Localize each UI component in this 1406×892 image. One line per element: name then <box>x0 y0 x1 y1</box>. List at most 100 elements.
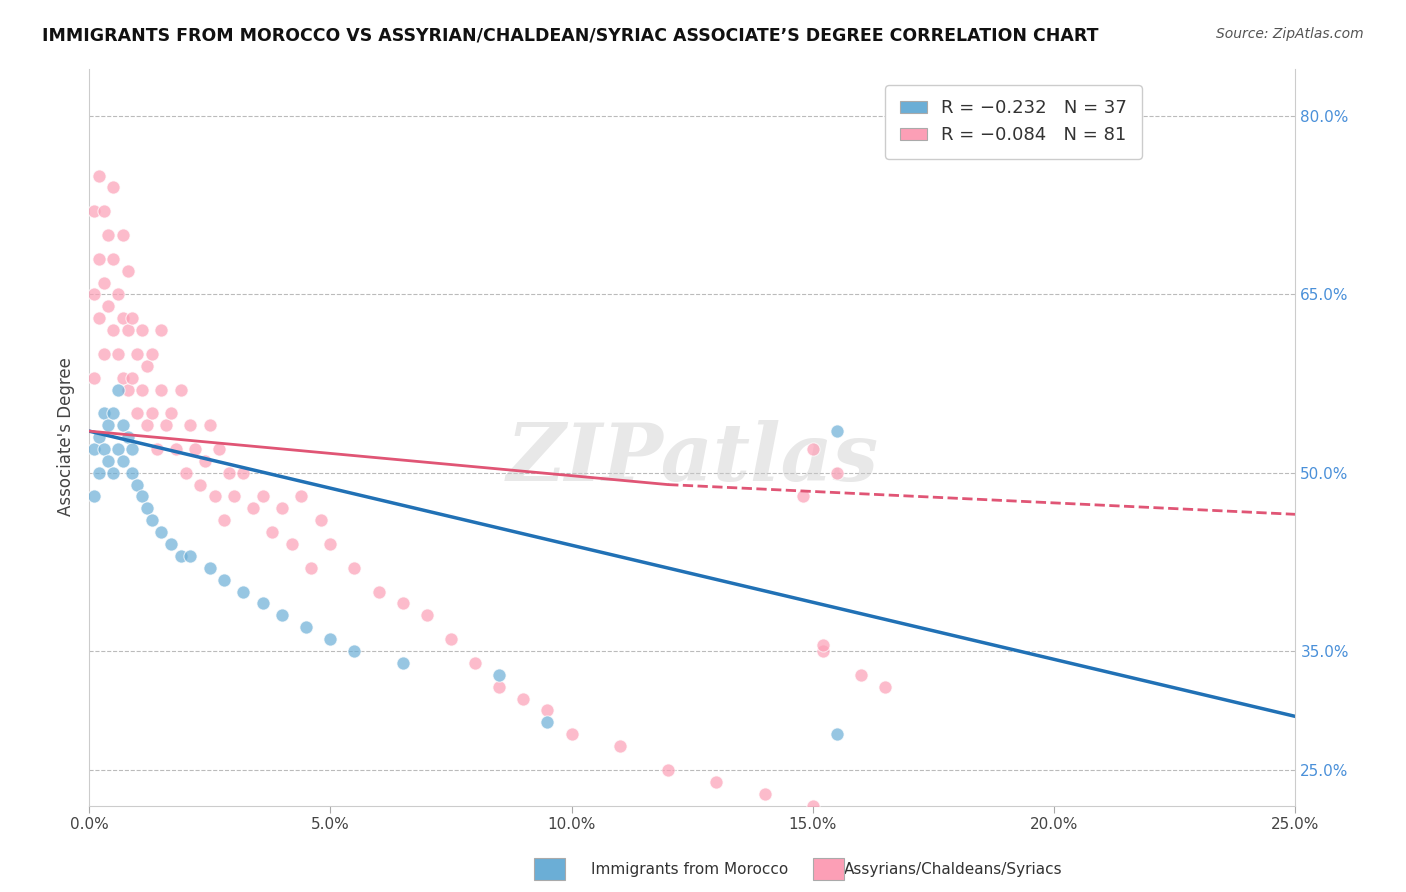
Point <box>319 537 342 551</box>
Point <box>117 430 139 444</box>
Point <box>107 347 129 361</box>
Point <box>290 490 312 504</box>
Point <box>103 252 125 266</box>
Point <box>107 383 129 397</box>
Point <box>280 537 302 551</box>
Point <box>188 477 211 491</box>
Point <box>87 466 110 480</box>
Point <box>174 466 197 480</box>
Point <box>103 466 125 480</box>
Point <box>83 370 105 384</box>
Point <box>155 418 177 433</box>
Point <box>141 347 163 361</box>
Point <box>121 466 143 480</box>
Point <box>83 204 105 219</box>
Point <box>218 466 240 480</box>
Point <box>103 323 125 337</box>
Point <box>208 442 231 456</box>
Point <box>97 299 120 313</box>
Point <box>295 620 318 634</box>
Point <box>416 608 439 623</box>
Point <box>309 513 332 527</box>
Point <box>83 287 105 301</box>
Point <box>609 739 631 753</box>
Point <box>87 169 110 183</box>
Point <box>232 466 254 480</box>
Point <box>145 442 167 456</box>
Point <box>179 418 201 433</box>
Point <box>825 727 848 741</box>
Point <box>179 549 201 563</box>
Point <box>83 490 105 504</box>
Point <box>271 608 294 623</box>
Point <box>184 442 207 456</box>
Point <box>825 466 848 480</box>
Point <box>194 454 217 468</box>
Point <box>97 227 120 242</box>
Point <box>165 442 187 456</box>
Point <box>811 638 834 652</box>
Point <box>150 383 173 397</box>
Point <box>170 383 193 397</box>
Point <box>160 537 183 551</box>
Point <box>107 442 129 456</box>
Point <box>121 311 143 326</box>
Point <box>391 656 413 670</box>
Point <box>252 597 274 611</box>
Point <box>242 501 264 516</box>
Point <box>204 490 226 504</box>
Point <box>150 525 173 540</box>
Point <box>512 691 534 706</box>
Point <box>198 418 221 433</box>
Point <box>811 644 834 658</box>
Text: Source: ZipAtlas.com: Source: ZipAtlas.com <box>1216 27 1364 41</box>
Text: Assyrians/Chaldeans/Syriacs: Assyrians/Chaldeans/Syriacs <box>844 863 1062 877</box>
Point <box>117 263 139 277</box>
Point <box>103 180 125 194</box>
Point <box>464 656 486 670</box>
Point <box>198 561 221 575</box>
Point <box>801 442 824 456</box>
Point <box>117 383 139 397</box>
Point <box>343 644 366 658</box>
Point <box>107 287 129 301</box>
Point <box>488 680 510 694</box>
Point <box>87 430 110 444</box>
Point <box>93 442 115 456</box>
Point <box>111 418 134 433</box>
Point <box>136 359 159 373</box>
Point <box>561 727 583 741</box>
Point <box>131 323 153 337</box>
Text: IMMIGRANTS FROM MOROCCO VS ASSYRIAN/CHALDEAN/SYRIAC ASSOCIATE’S DEGREE CORRELATI: IMMIGRANTS FROM MOROCCO VS ASSYRIAN/CHAL… <box>42 27 1098 45</box>
Point <box>127 477 149 491</box>
Point <box>141 513 163 527</box>
Point <box>121 370 143 384</box>
Point <box>111 454 134 468</box>
Point <box>111 370 134 384</box>
Point <box>127 406 149 420</box>
Point <box>252 490 274 504</box>
Point <box>825 424 848 438</box>
Point <box>536 715 558 730</box>
Point <box>160 406 183 420</box>
Point <box>367 584 389 599</box>
Point <box>131 383 153 397</box>
Point <box>93 204 115 219</box>
Point <box>93 276 115 290</box>
Point <box>222 490 245 504</box>
Point <box>97 454 120 468</box>
Point <box>127 347 149 361</box>
Point <box>657 763 679 777</box>
Point <box>121 442 143 456</box>
Point <box>391 597 413 611</box>
Point <box>299 561 322 575</box>
Text: Immigrants from Morocco: Immigrants from Morocco <box>591 863 787 877</box>
Point <box>136 418 159 433</box>
Point <box>754 787 776 801</box>
Y-axis label: Associate's Degree: Associate's Degree <box>58 358 75 516</box>
Point <box>488 668 510 682</box>
Point <box>849 668 872 682</box>
Point <box>440 632 463 647</box>
Point <box>150 323 173 337</box>
Point <box>111 227 134 242</box>
